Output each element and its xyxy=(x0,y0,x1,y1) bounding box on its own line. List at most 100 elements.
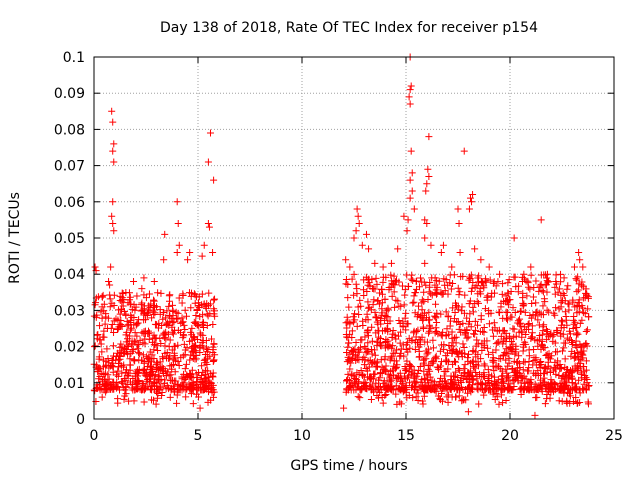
data-point xyxy=(344,294,352,302)
data-point xyxy=(421,338,429,346)
data-point xyxy=(463,314,471,322)
data-point xyxy=(106,303,114,311)
data-point xyxy=(140,291,148,299)
data-point xyxy=(381,392,389,400)
data-point xyxy=(540,295,548,303)
data-point xyxy=(476,285,484,293)
data-point xyxy=(143,311,151,319)
data-point xyxy=(390,288,398,296)
data-point xyxy=(474,274,482,282)
data-point xyxy=(444,313,452,321)
data-point xyxy=(568,347,576,355)
data-point xyxy=(364,339,372,347)
data-point xyxy=(467,323,475,331)
data-point xyxy=(471,283,479,291)
grid xyxy=(94,57,614,419)
data-point xyxy=(204,220,212,228)
data-point xyxy=(355,348,363,356)
data-point xyxy=(114,356,122,364)
data-point xyxy=(375,394,383,402)
data-point xyxy=(515,328,523,336)
data-point xyxy=(158,388,166,396)
data-point xyxy=(502,292,510,300)
data-point xyxy=(562,313,570,321)
data-point xyxy=(110,328,118,336)
data-point xyxy=(406,344,414,352)
data-point xyxy=(495,400,503,408)
data-point xyxy=(122,331,130,339)
data-point xyxy=(504,279,512,287)
x-tick-label: 25 xyxy=(605,428,623,444)
data-point xyxy=(582,385,590,393)
data-point xyxy=(122,310,130,318)
data-point xyxy=(392,335,400,343)
data-point xyxy=(563,285,571,293)
data-point xyxy=(532,309,540,317)
data-point xyxy=(209,320,217,328)
data-point xyxy=(392,357,400,365)
data-point xyxy=(421,234,429,242)
data-point xyxy=(355,379,363,387)
data-point xyxy=(138,386,146,394)
data-point xyxy=(180,370,188,378)
data-point xyxy=(114,399,122,407)
data-point xyxy=(407,147,415,155)
data-point xyxy=(371,358,379,366)
data-point xyxy=(552,370,560,378)
x-axis-ticks: 0 5 10 15 20 25 xyxy=(90,57,623,444)
data-point xyxy=(156,306,164,314)
data-point xyxy=(534,342,542,350)
y-tick-label: 0.02 xyxy=(54,340,85,356)
data-point xyxy=(401,372,409,380)
data-point xyxy=(120,395,128,403)
data-point xyxy=(521,308,529,316)
data-point xyxy=(463,334,471,342)
data-point xyxy=(379,399,387,407)
data-point xyxy=(537,311,545,319)
x-tick-label: 20 xyxy=(501,428,519,444)
data-point xyxy=(440,345,448,353)
data-point xyxy=(474,358,482,366)
data-point xyxy=(405,282,413,290)
data-point xyxy=(433,283,441,291)
data-point xyxy=(102,369,110,377)
data-point xyxy=(444,358,452,366)
data-point xyxy=(560,274,568,282)
data-point xyxy=(564,282,572,290)
data-point xyxy=(509,340,517,348)
data-point xyxy=(199,331,207,339)
data-point xyxy=(526,285,534,293)
data-point xyxy=(445,341,453,349)
data-point xyxy=(418,296,426,304)
data-point xyxy=(182,360,190,368)
data-point xyxy=(580,342,588,350)
data-point xyxy=(387,259,395,267)
data-points xyxy=(90,53,593,419)
data-point xyxy=(403,394,411,402)
data-point xyxy=(534,316,542,324)
data-point xyxy=(99,291,107,299)
data-point xyxy=(429,344,437,352)
data-point xyxy=(175,294,183,302)
data-point xyxy=(525,364,533,372)
data-point xyxy=(138,285,146,293)
data-point xyxy=(432,355,440,363)
data-point xyxy=(515,352,523,360)
data-point xyxy=(122,338,130,346)
data-point xyxy=(452,393,460,401)
data-point xyxy=(195,293,203,301)
data-point xyxy=(540,374,548,382)
data-point xyxy=(574,352,582,360)
data-point xyxy=(166,393,174,401)
data-point xyxy=(473,380,481,388)
data-point xyxy=(569,324,577,332)
data-point xyxy=(527,263,535,271)
data-point xyxy=(205,380,213,388)
data-point xyxy=(390,362,398,370)
data-point xyxy=(480,284,488,292)
data-point xyxy=(514,288,522,296)
data-point xyxy=(560,291,568,299)
data-point xyxy=(106,281,114,289)
data-point xyxy=(133,385,141,393)
data-point xyxy=(150,331,158,339)
